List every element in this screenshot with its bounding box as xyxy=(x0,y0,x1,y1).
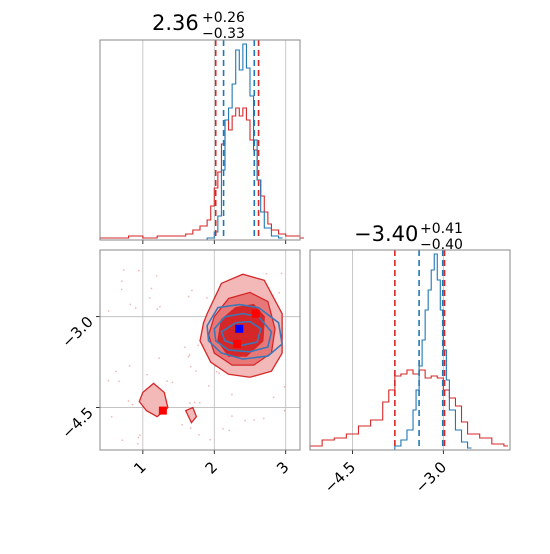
joint-blue-contour xyxy=(213,312,273,353)
joint-sample-point xyxy=(156,308,159,311)
joint-sample-point xyxy=(231,393,233,396)
param-1-title-lower: −0.33 xyxy=(202,26,245,42)
joint-sample-point xyxy=(222,427,224,430)
joint-sample-point xyxy=(184,346,186,349)
joint-sample-point xyxy=(189,365,192,368)
joint-sample-point xyxy=(166,380,169,383)
joint-sample-point xyxy=(129,303,132,306)
param-2-x-tick-label: −4.5 xyxy=(321,458,359,496)
joint-sample-point xyxy=(280,272,283,275)
param-1-histogram-blue xyxy=(206,43,283,240)
param-1-title: 2.36 xyxy=(152,11,199,35)
joint-sample-point xyxy=(110,415,113,418)
param-2-title-upper: +0.41 xyxy=(420,221,463,237)
joint-sample-point xyxy=(189,402,191,404)
joint-sample-point xyxy=(198,401,201,404)
joint-sample-point xyxy=(150,287,153,290)
joint-sample-point xyxy=(146,373,149,376)
joint-blue-contour xyxy=(206,303,284,360)
param-1-frame xyxy=(99,39,301,241)
joint-sample-point xyxy=(209,438,212,441)
joint-sample-point xyxy=(272,396,275,399)
joint-sample-point xyxy=(190,289,193,292)
param-2-title: −3.40 xyxy=(354,222,418,246)
joint-sample-point xyxy=(121,280,123,283)
param-1-histogram-red xyxy=(99,107,304,240)
joint-sample-point xyxy=(136,442,139,445)
joint-sample-point xyxy=(107,310,110,312)
param-1-title-upper: +0.26 xyxy=(202,10,245,26)
joint-sample-point xyxy=(253,419,255,421)
joint-sample-point xyxy=(189,427,192,429)
param-2-histogram-blue xyxy=(394,253,472,450)
joint-x-tick-label: 2 xyxy=(202,458,221,477)
chart-marks xyxy=(96,39,511,454)
joint-y-tick-label: −4.5 xyxy=(58,404,96,442)
joint-sample-point xyxy=(115,370,117,373)
joint-sample-point xyxy=(187,295,190,298)
joint-sample-point xyxy=(134,307,137,310)
joint-y-tick-label: −3.0 xyxy=(58,313,96,351)
joint-sample-point xyxy=(127,400,130,402)
joint-sample-point xyxy=(231,415,233,418)
joint-sample-point xyxy=(278,291,281,294)
joint-sample-point xyxy=(265,272,268,275)
joint-marker-red xyxy=(233,339,242,348)
joint-marker-blue xyxy=(235,324,244,333)
joint-marker-red xyxy=(158,406,167,415)
joint-sample-point xyxy=(215,370,218,373)
joint-sample-point xyxy=(131,403,134,406)
joint-sample-point xyxy=(228,429,231,432)
joint-sample-point xyxy=(122,268,125,271)
joint-sample-point xyxy=(181,423,183,426)
joint-sample-point xyxy=(197,344,200,347)
joint-x-tick-label: 3 xyxy=(273,458,292,477)
joint-sample-point xyxy=(205,297,208,299)
joint-frame xyxy=(99,249,301,451)
joint-sample-point xyxy=(155,274,158,277)
joint-red-contour-island xyxy=(184,406,198,424)
joint-sample-point xyxy=(107,379,110,382)
joint-sample-point xyxy=(188,354,191,356)
param-2-frame xyxy=(309,249,511,451)
joint-sample-point xyxy=(197,433,200,436)
param-2-title-value: −3.40 xyxy=(354,222,418,246)
joint-sample-point xyxy=(118,380,120,383)
joint-sample-point xyxy=(148,297,151,299)
joint-sample-point xyxy=(171,381,174,384)
joint-sample-point xyxy=(120,288,123,291)
joint-sample-point xyxy=(193,401,196,404)
param-2-title-lower: −0.40 xyxy=(420,237,463,253)
joint-blue-contour xyxy=(220,320,262,347)
joint-sample-point xyxy=(283,409,286,412)
joint-sample-point xyxy=(195,370,197,372)
joint-sample-point xyxy=(137,436,140,439)
joint-sample-point xyxy=(158,357,160,360)
joint-sample-point xyxy=(159,305,161,308)
param-2-histogram-red xyxy=(309,369,508,450)
joint-sample-point xyxy=(283,385,286,388)
joint-sample-point xyxy=(244,419,247,422)
param-1-title-value: 2.36 xyxy=(152,11,199,35)
joint-sample-point xyxy=(207,384,210,387)
joint-sample-point xyxy=(262,417,265,420)
joint-sample-point xyxy=(128,364,131,367)
joint-sample-point xyxy=(187,355,190,358)
joint-sample-point xyxy=(137,269,140,272)
param-2-x-tick-label: −3.0 xyxy=(412,458,450,496)
joint-marker-red xyxy=(251,309,260,318)
joint-x-tick-label: 1 xyxy=(130,458,149,477)
joint-sample-point xyxy=(121,439,124,442)
joint-sample-point xyxy=(138,434,141,437)
joint-sample-point xyxy=(218,372,221,375)
